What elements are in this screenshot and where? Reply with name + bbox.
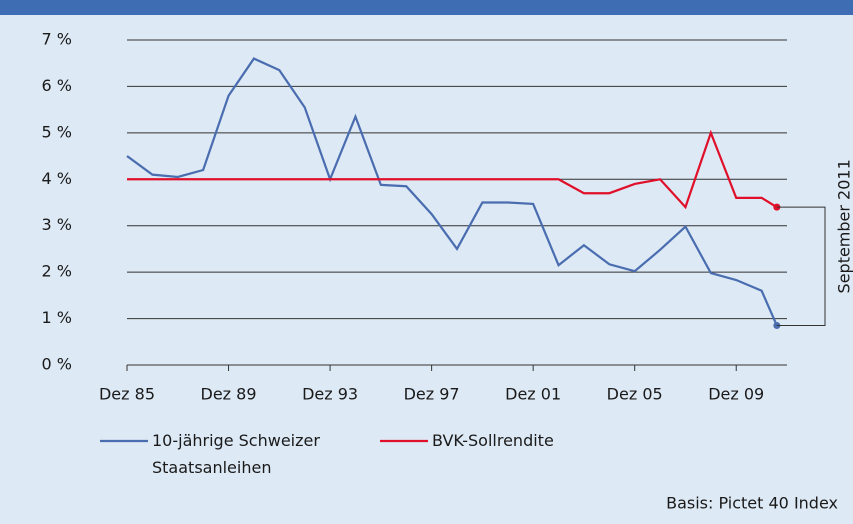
x-tick-label: Dez 97 <box>404 385 460 404</box>
x-tick-label: Dez 93 <box>302 385 358 404</box>
y-tick-label: 7 % <box>42 30 72 49</box>
y-tick-label: 4 % <box>42 169 72 188</box>
source: Basis: Pictet 40 Index <box>666 494 838 513</box>
x-tick-label: Dez 89 <box>201 385 257 404</box>
y-tick-label: 3 % <box>42 215 72 234</box>
y-tick-label: 1 % <box>42 308 72 327</box>
header-bar <box>0 0 853 15</box>
line <box>127 129 778 210</box>
annotation-bracket <box>776 206 826 327</box>
legend-label: BVK-Sollrendite <box>432 431 554 450</box>
y-tick-label: 6 % <box>42 76 72 95</box>
x-tick-label: Dez 85 <box>99 385 155 404</box>
x-tick-label: Dez 09 <box>708 385 764 404</box>
y-tick-label: 5 % <box>42 122 72 141</box>
annotation: September 2011 <box>835 159 853 293</box>
y-tick-label: 0 % <box>42 355 72 374</box>
y-tick-label: 2 % <box>42 262 72 281</box>
line <box>126 57 778 326</box>
x-tick-label: Dez 05 <box>607 385 663 404</box>
legend-label: 10-jährige Schweizer Staatsanleihen <box>152 431 320 477</box>
x-tick-label: Dez 01 <box>505 385 561 404</box>
